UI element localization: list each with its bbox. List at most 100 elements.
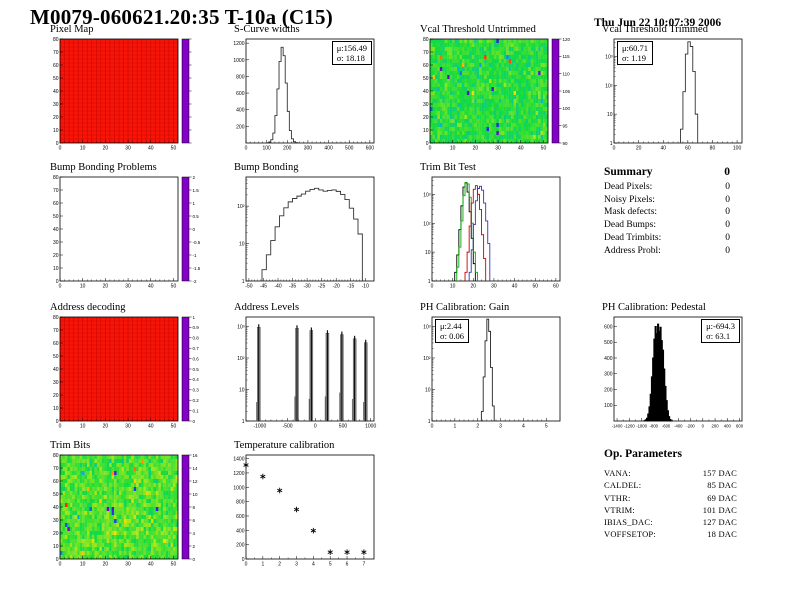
svg-text:1000: 1000 xyxy=(233,58,244,64)
plot-title: Vcal Threshold Trimmed xyxy=(602,24,708,35)
param-label: Dead Pixels: xyxy=(604,182,653,192)
svg-text:10³: 10³ xyxy=(423,324,431,330)
param-label: VANA: xyxy=(604,468,631,478)
svg-text:10: 10 xyxy=(425,387,431,393)
svg-text:-1.5: -1.5 xyxy=(193,266,201,271)
op-parameters-heading: Op. Parameters xyxy=(604,448,682,460)
svg-text:0: 0 xyxy=(245,146,248,152)
plot-title: S-Curve widths xyxy=(234,24,300,35)
svg-text:0: 0 xyxy=(431,284,434,290)
svg-text:70: 70 xyxy=(53,466,59,472)
param-row: IBIAS_DAC: 127 DAC xyxy=(604,516,737,528)
svg-text:40: 40 xyxy=(53,89,59,95)
svg-text:10: 10 xyxy=(607,112,613,118)
svg-text:10: 10 xyxy=(53,406,59,412)
stat-line: σ: 18.18 xyxy=(336,53,365,63)
svg-text:-40: -40 xyxy=(274,284,281,290)
svg-text:-20: -20 xyxy=(333,284,340,290)
panel-trim-bits: Trim Bits 0 10 20 30 40 50 0 10 20 30 40 50 60 70 80 16… xyxy=(44,440,212,574)
param-label: Mask defects: xyxy=(604,207,658,218)
svg-text:50: 50 xyxy=(171,424,177,430)
param-value: 0 xyxy=(725,232,730,243)
panel-trim-bit-test: Trim Bit Test 0 10 20 30 40 50 60 1 10 10² 10³ xyxy=(414,162,582,296)
svg-text:-1400: -1400 xyxy=(612,424,623,429)
svg-text:40: 40 xyxy=(53,367,59,373)
svg-text:200: 200 xyxy=(236,124,245,130)
param-label: VOFFSETOP: xyxy=(604,529,656,540)
svg-text:10: 10 xyxy=(239,387,245,393)
plot-title: Trim Bit Test xyxy=(420,162,476,173)
svg-text:20: 20 xyxy=(53,115,59,121)
svg-text:10: 10 xyxy=(80,146,86,152)
panel-vcal-trimmed: Vcal Threshold Trimmed 0 20 40 60 80 100 1 10 10… xyxy=(596,24,764,158)
param-value: 0 xyxy=(725,182,730,192)
param-row: Mask defects: 0 xyxy=(604,206,730,219)
svg-text:90: 90 xyxy=(563,141,569,146)
trim-bit-test-chart: 0 10 20 30 40 50 60 1 10 10² 10³ xyxy=(423,176,561,290)
svg-text:300: 300 xyxy=(304,146,313,152)
panel-bump-bonding: Bump Bonding -50 -45 -40 -35 -30 -25 -20 -15 -10… xyxy=(228,162,396,296)
svg-text:7: 7 xyxy=(363,562,366,568)
svg-text:0.5: 0.5 xyxy=(193,367,200,372)
svg-text:30: 30 xyxy=(125,562,131,568)
svg-text:16: 16 xyxy=(193,453,199,458)
svg-text:60: 60 xyxy=(423,63,429,69)
svg-text:10³: 10³ xyxy=(423,192,431,198)
param-value: 157 DAC xyxy=(702,468,737,478)
svg-text:80: 80 xyxy=(423,37,429,43)
svg-text:6: 6 xyxy=(346,562,349,568)
svg-text:1: 1 xyxy=(428,279,431,285)
param-label: Dead Trimbits: xyxy=(604,232,662,243)
param-label: CALDEL: xyxy=(604,480,642,491)
svg-text:10²: 10² xyxy=(237,204,245,210)
svg-text:14: 14 xyxy=(193,466,199,471)
param-value: 101 DAC xyxy=(702,504,737,515)
svg-text:400: 400 xyxy=(604,356,613,362)
svg-text:20: 20 xyxy=(471,284,477,290)
temp-calibration-chart: 0 1 2 3 4 5 6 7 0 200 400 600 800 1000 1200 1400 xyxy=(233,454,375,568)
plot-title: Temperature calibration xyxy=(234,440,335,451)
svg-text:-1200: -1200 xyxy=(624,424,635,429)
svg-text:0: 0 xyxy=(193,227,196,232)
stats-box: μ:2.44 σ: 0.06 xyxy=(435,319,469,343)
svg-text:10: 10 xyxy=(450,284,456,290)
svg-text:-500: -500 xyxy=(283,424,293,430)
svg-text:-0.5: -0.5 xyxy=(193,240,201,245)
svg-text:2: 2 xyxy=(193,175,196,180)
svg-text:0: 0 xyxy=(193,557,196,562)
svg-text:-2: -2 xyxy=(193,279,197,284)
svg-text:400: 400 xyxy=(236,108,245,114)
svg-text:2: 2 xyxy=(476,424,479,430)
param-row: Dead Pixels: 0 xyxy=(604,181,730,194)
vcal-trimmed-chart: 0 20 40 60 80 100 1 10 10² 10³ xyxy=(605,38,743,152)
stat-line: μ:156.49 xyxy=(336,43,367,53)
svg-text:1: 1 xyxy=(242,279,245,285)
svg-text:50: 50 xyxy=(423,76,429,82)
svg-text:4: 4 xyxy=(312,562,315,568)
svg-text:-1000: -1000 xyxy=(636,424,647,429)
svg-text:10: 10 xyxy=(193,492,199,497)
svg-text:0.7: 0.7 xyxy=(193,346,200,351)
svg-text:5: 5 xyxy=(329,562,332,568)
svg-text:30: 30 xyxy=(53,518,59,524)
svg-text:0: 0 xyxy=(429,146,432,152)
stats-box: μ:-694.3 σ: 63.1 xyxy=(701,319,740,343)
svg-text:80: 80 xyxy=(53,315,59,321)
svg-text:-800: -800 xyxy=(650,424,659,429)
svg-text:80: 80 xyxy=(53,453,59,459)
svg-text:100: 100 xyxy=(604,403,613,409)
svg-text:1.5: 1.5 xyxy=(193,188,200,193)
svg-text:10: 10 xyxy=(239,242,245,248)
svg-text:0: 0 xyxy=(56,141,59,147)
svg-text:20: 20 xyxy=(53,531,59,537)
svg-text:-50: -50 xyxy=(245,284,252,290)
svg-text:0.8: 0.8 xyxy=(193,336,200,341)
svg-text:40: 40 xyxy=(148,284,154,290)
svg-text:10: 10 xyxy=(53,128,59,134)
address-decoding-chart: 0 10 20 30 40 50 0 10 20 30 40 50 60 70 80 1 0.9 0.8 0.7 0.… xyxy=(53,315,200,430)
svg-text:100: 100 xyxy=(563,106,571,111)
svg-text:400: 400 xyxy=(324,146,333,152)
svg-text:80: 80 xyxy=(710,146,716,152)
svg-text:800: 800 xyxy=(236,74,245,80)
